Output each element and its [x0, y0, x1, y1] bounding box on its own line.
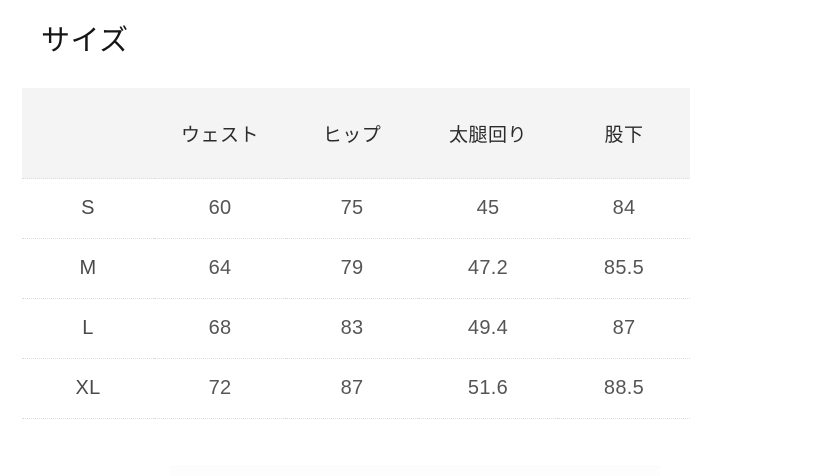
table-row: XL 72 87 51.6 88.5: [22, 358, 690, 419]
cell-size: L: [22, 298, 154, 359]
cell-inseam: 88.5: [558, 358, 690, 419]
size-table-container: ウェスト ヒップ 太腿回り 股下 S 60 75 45 84 M 64 79: [22, 88, 690, 419]
next-section-peek: [170, 466, 660, 476]
cell-inseam: 87: [558, 298, 690, 359]
cell-inseam: 85.5: [558, 238, 690, 299]
cell-inseam: 84: [558, 178, 690, 239]
cell-waist: 64: [154, 238, 286, 299]
cell-size: M: [22, 238, 154, 299]
column-header-waist: ウェスト: [154, 88, 286, 179]
page-title: サイズ: [41, 25, 129, 57]
cell-thigh: 51.6: [418, 358, 558, 419]
column-header-inseam: 股下: [558, 88, 690, 179]
size-table-body: S 60 75 45 84 M 64 79 47.2 85.5 L 68 83: [22, 178, 690, 419]
column-header-thigh: 太腿回り: [418, 88, 558, 179]
cell-waist: 68: [154, 298, 286, 359]
cell-thigh: 49.4: [418, 298, 558, 359]
cell-waist: 72: [154, 358, 286, 419]
column-header-hip: ヒップ: [286, 88, 418, 179]
table-row: L 68 83 49.4 87: [22, 298, 690, 359]
table-row: M 64 79 47.2 85.5: [22, 238, 690, 299]
cell-hip: 83: [286, 298, 418, 359]
cell-hip: 75: [286, 178, 418, 239]
cell-size: XL: [22, 358, 154, 419]
cell-thigh: 47.2: [418, 238, 558, 299]
cell-size: S: [22, 178, 154, 239]
column-header-size: [22, 88, 154, 179]
header-row: ウェスト ヒップ 太腿回り 股下: [22, 88, 690, 179]
cell-waist: 60: [154, 178, 286, 239]
cell-hip: 79: [286, 238, 418, 299]
cell-hip: 87: [286, 358, 418, 419]
cell-thigh: 45: [418, 178, 558, 239]
table-row: S 60 75 45 84: [22, 178, 690, 239]
size-table: ウェスト ヒップ 太腿回り 股下 S 60 75 45 84 M 64 79: [22, 88, 690, 419]
size-table-header: ウェスト ヒップ 太腿回り 股下: [22, 88, 690, 179]
